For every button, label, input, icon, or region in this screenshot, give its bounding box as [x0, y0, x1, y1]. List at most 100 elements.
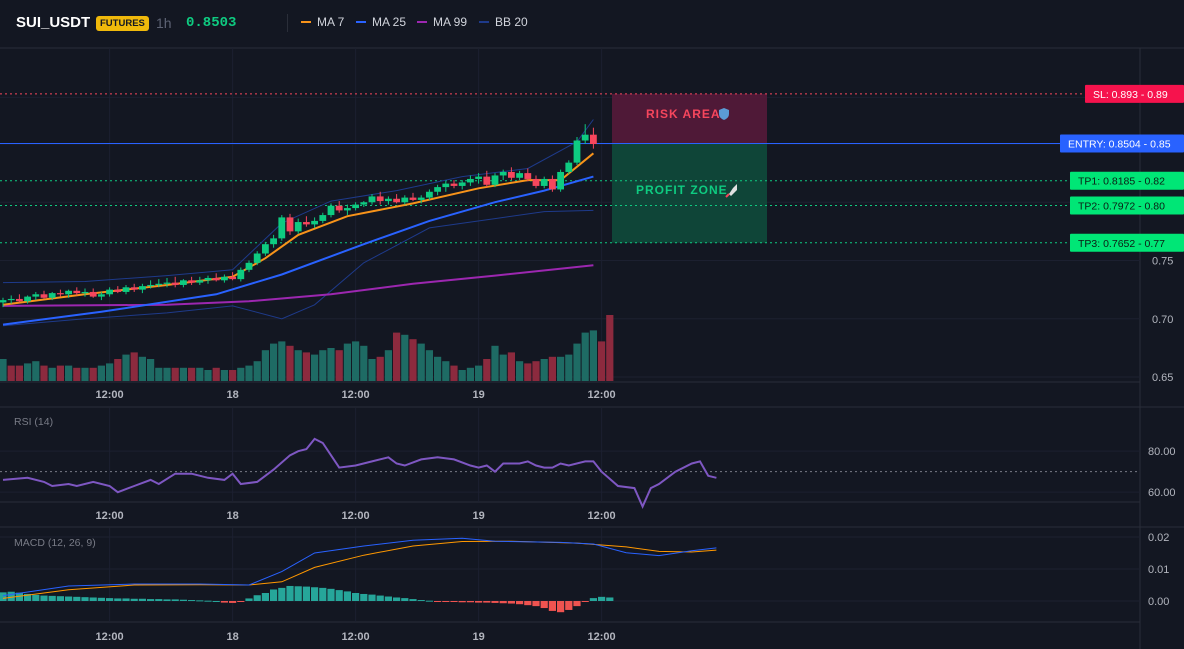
candle[interactable] — [196, 280, 204, 283]
candle[interactable] — [48, 293, 56, 298]
candle[interactable] — [229, 276, 236, 280]
candle[interactable] — [163, 282, 171, 284]
candle[interactable] — [426, 191, 433, 198]
candle[interactable] — [89, 291, 97, 297]
candle[interactable] — [368, 196, 376, 203]
candle[interactable] — [385, 198, 392, 202]
price-pane[interactable]: RISK AREA PROFIT ZONE — [0, 93, 1085, 381]
candle[interactable] — [81, 291, 89, 294]
candle[interactable] — [573, 140, 581, 163]
rsi-pane[interactable] — [0, 437, 1140, 509]
legend-ma7[interactable]: MA 7 — [301, 15, 344, 29]
candle[interactable] — [278, 217, 286, 239]
candle[interactable] — [237, 269, 245, 280]
volume-bar — [409, 339, 417, 381]
legend-ma99[interactable]: MA 99 — [417, 15, 467, 29]
candle[interactable] — [65, 290, 72, 295]
candle[interactable] — [171, 282, 179, 285]
candle[interactable] — [335, 205, 343, 211]
candle[interactable] — [360, 202, 368, 205]
candle[interactable] — [155, 283, 163, 285]
candle[interactable] — [450, 183, 458, 186]
candle[interactable] — [139, 286, 146, 290]
macd-title: MACD (12, 26, 9) — [14, 537, 96, 549]
candle[interactable] — [327, 205, 335, 216]
candle[interactable] — [467, 178, 474, 183]
candle[interactable] — [122, 287, 130, 292]
candle[interactable] — [549, 178, 556, 190]
candle[interactable] — [180, 280, 187, 285]
candle[interactable] — [7, 298, 15, 301]
candle[interactable] — [40, 294, 48, 298]
candle[interactable] — [524, 173, 532, 179]
candle[interactable] — [262, 244, 269, 254]
candle[interactable] — [409, 197, 417, 200]
candle[interactable] — [188, 280, 195, 283]
volume-bar — [245, 365, 253, 381]
timeframe-selector[interactable]: 1h — [156, 15, 172, 31]
candle[interactable] — [499, 171, 507, 176]
macd-histogram-bar — [56, 596, 64, 601]
candle[interactable] — [73, 290, 81, 294]
candle[interactable] — [147, 284, 154, 287]
macd-histogram-bar — [557, 601, 565, 613]
volume-bar — [122, 354, 130, 381]
legend-ma25[interactable]: MA 25 — [356, 15, 406, 29]
futures-badge: FUTURES — [96, 16, 149, 31]
candle[interactable] — [417, 197, 425, 200]
candle[interactable] — [458, 182, 466, 186]
candle[interactable] — [98, 294, 105, 297]
macd-pane[interactable] — [0, 537, 717, 613]
candle[interactable] — [311, 220, 318, 225]
candle[interactable] — [303, 222, 310, 225]
candle[interactable] — [114, 289, 122, 292]
candle[interactable] — [442, 183, 450, 188]
candle[interactable] — [483, 176, 491, 185]
candle[interactable] — [106, 289, 113, 295]
candle[interactable] — [376, 196, 384, 202]
macd-histogram-bar — [245, 598, 253, 601]
candle[interactable] — [565, 162, 573, 172]
candle[interactable] — [212, 277, 220, 281]
macd-histogram-bar — [327, 588, 335, 601]
candle[interactable] — [475, 176, 482, 179]
candle[interactable] — [294, 222, 302, 232]
candle[interactable] — [130, 287, 138, 290]
candle[interactable] — [590, 134, 597, 144]
candle[interactable] — [516, 173, 523, 178]
candle[interactable] — [57, 293, 64, 295]
candle[interactable] — [581, 134, 589, 141]
symbol-title[interactable]: SUI_USDT — [16, 14, 91, 31]
candle[interactable] — [540, 178, 548, 186]
candle[interactable] — [401, 197, 409, 203]
volume-bar — [24, 363, 32, 381]
candle[interactable] — [532, 178, 540, 186]
candle[interactable] — [352, 204, 359, 209]
volume-bar — [458, 370, 466, 381]
macd-histogram-bar — [220, 601, 228, 603]
candle[interactable] — [204, 277, 212, 281]
candle[interactable] — [221, 276, 228, 281]
candle[interactable] — [344, 208, 351, 211]
rsi-title: RSI (14) — [14, 416, 53, 428]
candle[interactable] — [393, 198, 400, 203]
candle[interactable] — [32, 294, 40, 297]
candle[interactable] — [491, 175, 499, 185]
candle[interactable] — [286, 217, 294, 232]
candle[interactable] — [0, 300, 7, 303]
macd-histogram-bar — [130, 598, 138, 601]
candle[interactable] — [270, 238, 277, 245]
candle[interactable] — [508, 171, 515, 178]
candle[interactable] — [434, 187, 441, 192]
candle[interactable] — [16, 298, 23, 302]
candle[interactable] — [245, 262, 253, 270]
candle[interactable] — [253, 253, 261, 263]
candle[interactable] — [557, 171, 564, 190]
legend-bb20[interactable]: BB 20 — [479, 15, 528, 29]
macd-histogram-bar — [40, 595, 48, 601]
time-axis-label: 12:00 — [588, 631, 616, 643]
volume-bar — [598, 341, 606, 381]
candle[interactable] — [319, 215, 327, 221]
candle[interactable] — [24, 296, 31, 302]
